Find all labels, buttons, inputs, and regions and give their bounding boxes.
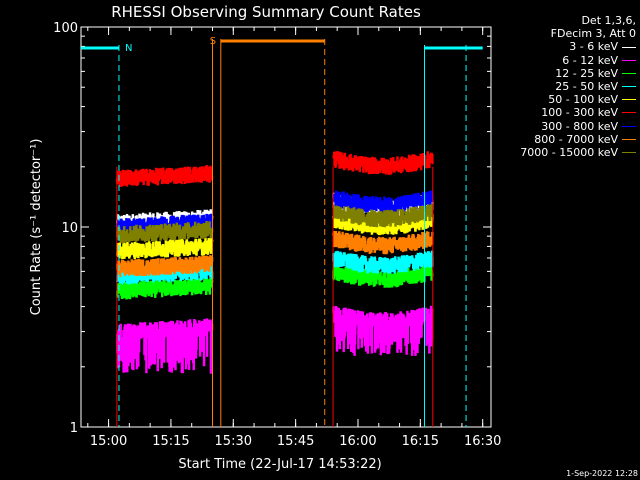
legend-entry: 12 - 25 keV bbox=[470, 67, 636, 80]
x-tick-label: 15:00 bbox=[90, 434, 127, 449]
legend: Det 1,3,6, FDecim 3, Att 0 3 - 6 keV 6 - … bbox=[470, 14, 636, 159]
series-trace bbox=[116, 165, 214, 187]
y-tick-label: 10 bbox=[61, 221, 78, 236]
legend-label: 6 - 12 keV bbox=[562, 53, 618, 67]
series-trace bbox=[332, 203, 434, 228]
series-trace bbox=[116, 255, 214, 278]
legend-header-decimation: FDecim 3, Att 0 bbox=[550, 27, 636, 41]
x-tick-label: 15:45 bbox=[277, 434, 314, 449]
legend-entry: 800 - 7000 keV bbox=[470, 133, 636, 146]
series-trace bbox=[116, 221, 214, 244]
legend-label: 100 - 300 keV bbox=[541, 106, 618, 120]
series-trace bbox=[116, 318, 214, 374]
series-trace bbox=[332, 305, 434, 356]
timestamp: 1-Sep-2022 12:28 bbox=[566, 469, 638, 478]
legend-label: 25 - 50 keV bbox=[555, 79, 618, 93]
legend-entry: 50 - 100 keV bbox=[470, 93, 636, 106]
legend-label: 7000 - 15000 keV bbox=[520, 145, 618, 159]
chart-title: RHESSI Observing Summary Count Rates bbox=[111, 3, 421, 21]
axes: 15:00 15:15 15:30 15:45 16:00 16:15 16:30 1 10 10… bbox=[53, 21, 501, 449]
x-tick-label: 16:15 bbox=[402, 434, 439, 449]
legend-entry: 100 - 300 keV bbox=[470, 106, 636, 119]
night-bar-label: N bbox=[125, 43, 132, 54]
legend-swatch bbox=[622, 152, 636, 153]
series-trace bbox=[332, 211, 434, 236]
legend-entry: 3 - 6 keV bbox=[470, 40, 636, 53]
legend-swatch bbox=[622, 72, 636, 74]
series-trace bbox=[116, 237, 214, 260]
x-tick-label: 15:30 bbox=[215, 434, 252, 449]
legend-entry: 7000 - 15000 keV bbox=[470, 146, 636, 159]
legend-entry: 300 - 800 keV bbox=[470, 120, 636, 133]
series-trace bbox=[116, 262, 214, 285]
legend-swatch bbox=[622, 112, 636, 114]
y-tick-label: 100 bbox=[53, 21, 78, 36]
x-tick-label: 16:30 bbox=[464, 434, 501, 449]
series-25-50keV bbox=[116, 250, 434, 285]
series-7000-15000keV bbox=[116, 203, 434, 244]
legend-label: 300 - 800 keV bbox=[541, 119, 618, 133]
legend-entry: 6 - 12 keV bbox=[470, 54, 636, 67]
legend-label: 800 - 7000 keV bbox=[534, 132, 618, 146]
series-100-300keV bbox=[116, 151, 434, 187]
series-trace bbox=[332, 263, 434, 288]
legend-swatch bbox=[622, 46, 636, 48]
legend-swatch bbox=[622, 99, 636, 101]
series-trace bbox=[332, 250, 434, 274]
x-axis-label: Start Time (22-Jul-17 14:53:22) bbox=[178, 457, 381, 472]
plot-area: NS bbox=[81, 36, 483, 427]
legend-label: 50 - 100 keV bbox=[548, 93, 618, 107]
legend-swatch bbox=[622, 59, 636, 61]
legend-entry: 25 - 50 keV bbox=[470, 80, 636, 93]
x-tick-label: 16:00 bbox=[339, 434, 376, 449]
legend-swatch bbox=[622, 138, 636, 140]
y-axis-label: Count Rate (s⁻¹ detector⁻¹) bbox=[29, 139, 44, 316]
series-800-7000keV bbox=[116, 231, 434, 278]
legend-swatch bbox=[622, 125, 636, 127]
legend-swatch bbox=[622, 86, 636, 88]
series-50-100keV bbox=[116, 211, 434, 260]
series-trace bbox=[332, 231, 434, 255]
series-6-12keV bbox=[116, 305, 434, 374]
legend-label: 12 - 25 keV bbox=[555, 66, 618, 80]
legend-header-detectors: Det 1,3,6, bbox=[581, 14, 636, 27]
series-trace bbox=[332, 151, 434, 175]
x-tick-label: 15:15 bbox=[152, 434, 189, 449]
y-tick-label: 1 bbox=[70, 421, 78, 436]
legend-label: 3 - 6 keV bbox=[569, 40, 618, 54]
saa-bar-label: S bbox=[210, 36, 216, 47]
